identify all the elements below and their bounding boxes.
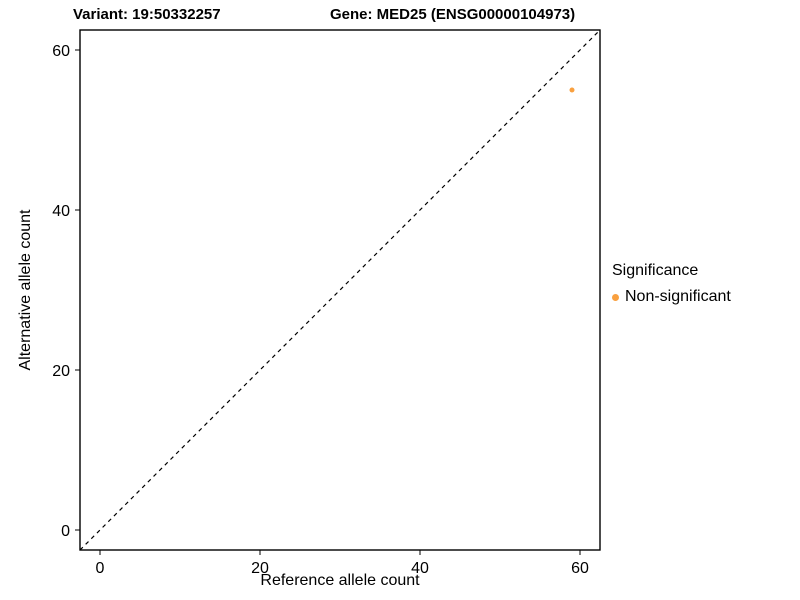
y-tick-label: 40 xyxy=(52,203,70,220)
gene-title: Gene: MED25 (ENSG00000104973) xyxy=(330,6,576,23)
x-tick-label: 20 xyxy=(251,560,269,577)
y-tick-label: 60 xyxy=(52,43,70,60)
legend-title: Significance xyxy=(612,262,699,279)
data-point xyxy=(569,87,575,93)
identity-line xyxy=(79,29,601,551)
legend: Significance Non-significant xyxy=(612,262,731,306)
y-tick-label: 20 xyxy=(52,363,70,380)
legend-point-icon xyxy=(612,293,619,301)
legend-entry: Non-significant xyxy=(612,288,731,306)
y-axis-label: Alternative allele count xyxy=(17,209,34,371)
legend-entry-label: Non-significant xyxy=(625,288,731,305)
variant-title: Variant: 19:50332257 xyxy=(73,6,221,23)
x-axis-label: Reference allele count xyxy=(260,572,420,589)
panel-border xyxy=(79,29,601,551)
x-tick-label: 60 xyxy=(571,560,589,577)
y-tick-label: 0 xyxy=(61,523,70,540)
x-tick-label: 40 xyxy=(411,560,429,577)
x-tick-label: 0 xyxy=(96,560,105,577)
